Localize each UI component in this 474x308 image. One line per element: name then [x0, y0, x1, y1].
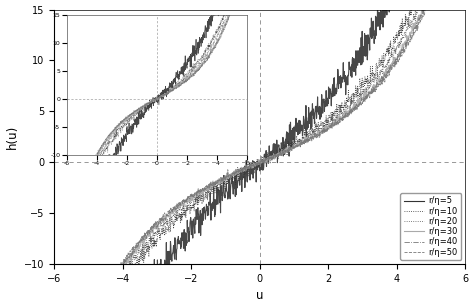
- Legend: r/η=5, r/η=10, r/η=20, r/η=30, r/η=40, r/η=50: r/η=5, r/η=10, r/η=20, r/η=30, r/η=40, r…: [400, 193, 461, 260]
- Y-axis label: h(u): h(u): [6, 125, 18, 149]
- X-axis label: u: u: [256, 290, 264, 302]
